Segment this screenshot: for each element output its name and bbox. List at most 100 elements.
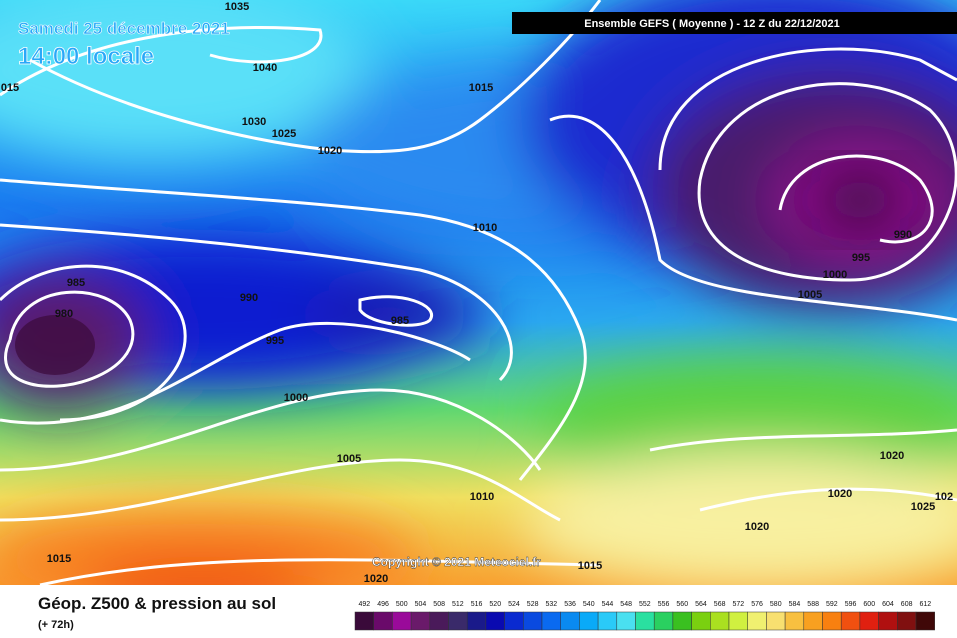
scale-label: 604 (882, 601, 894, 608)
isobar-label: 1005 (337, 453, 361, 465)
scale-swatch (859, 611, 879, 631)
scale-label: 548 (620, 601, 632, 608)
scale-label: 540 (583, 601, 595, 608)
isobar-label: 980 (55, 308, 73, 320)
scale-swatch (747, 611, 767, 631)
color-scale: 492 496 500 504 508 512 516 520 524 528 532 536 540 5… (354, 601, 935, 631)
isobar-label: 1020 (880, 450, 904, 462)
scale-swatch (504, 611, 524, 631)
isobar-label: 102 (935, 491, 953, 503)
isobar-label: 1020 (828, 488, 852, 500)
scale-swatch (897, 611, 917, 631)
scale-label: 612 (920, 601, 932, 608)
scale-swatch (523, 611, 543, 631)
scale-label: 528 (527, 601, 539, 608)
scale-label: 588 (807, 601, 819, 608)
scale-swatch (728, 611, 748, 631)
scale-label: 536 (564, 601, 576, 608)
scale-label: 504 (415, 601, 427, 608)
scale-label: 496 (377, 601, 389, 608)
footer-title: Géop. Z500 & pression au sol (38, 594, 276, 613)
scale-swatch (485, 611, 505, 631)
scale-swatch (392, 611, 412, 631)
scale-swatch (878, 611, 898, 631)
scale-label: 524 (508, 601, 520, 608)
scale-swatch (541, 611, 561, 631)
scale-label: 512 (452, 601, 464, 608)
isobars (0, 0, 957, 585)
scale-swatch (766, 611, 786, 631)
isobar-label: 985 (67, 277, 85, 289)
isobar-label: 1035 (225, 1, 249, 13)
scale-label: 500 (396, 601, 408, 608)
isobar-label: 995 (852, 252, 870, 264)
isobar-label: 990 (240, 292, 258, 304)
scale-swatch (691, 611, 711, 631)
isobar-label: 995 (266, 335, 284, 347)
scale-label: 568 (714, 601, 726, 608)
isobar-label: 1015 (47, 553, 71, 565)
isobar-label: 1005 (798, 289, 822, 301)
scale-swatch (448, 611, 468, 631)
scale-swatch (822, 611, 842, 631)
scale-label: 516 (471, 601, 483, 608)
scale-label: 576 (751, 601, 763, 608)
isobar-label: 1020 (318, 145, 342, 157)
scale-label: 492 (359, 601, 371, 608)
time: 14:00 locale (18, 43, 154, 70)
isobar-label: 1020 (745, 521, 769, 533)
copyright: Copyright © 2021 Meteociel.fr (372, 555, 541, 569)
scale-label: 564 (695, 601, 707, 608)
scale-swatch (915, 611, 935, 631)
scale-label: 596 (845, 601, 857, 608)
scale-swatch (597, 611, 618, 631)
scale-swatch (840, 611, 861, 631)
scale-swatch (466, 611, 487, 631)
scale-swatch (803, 611, 823, 631)
scale-swatch (616, 611, 636, 631)
isobar-label: 1015 (469, 82, 493, 94)
scale-swatch (410, 611, 431, 631)
scale-swatch (710, 611, 730, 631)
isobar-label: 1040 (253, 62, 277, 74)
scale-label: 592 (826, 601, 838, 608)
scale-swatch (653, 611, 674, 631)
scale-label: 600 (863, 601, 875, 608)
run-info: Ensemble GEFS ( Moyenne ) - 12 Z du 22/1… (584, 18, 840, 30)
scale-swatch (429, 611, 449, 631)
isobar-label: 1015 (578, 560, 602, 572)
scale-swatch (354, 611, 374, 631)
isobar-labels: 1035 1040 1030 1025 1020 1015 015 1010 985 980 990… (1, 1, 953, 585)
isobar-label: 1025 (911, 501, 935, 513)
scale-label: 520 (489, 601, 501, 608)
scale-swatch (672, 611, 692, 631)
isobar-label: 985 (391, 315, 409, 327)
scale-label: 508 (433, 601, 445, 608)
isobar-label: 1010 (473, 222, 497, 234)
scale-label: 556 (658, 601, 670, 608)
scale-label: 532 (546, 601, 558, 608)
isobar-label: 990 (894, 229, 912, 241)
isobar-label: 1000 (823, 269, 847, 281)
isobar-label: 1025 (272, 128, 296, 140)
scale-label: 584 (789, 601, 801, 608)
footer-subtitle: (+ 72h) (38, 619, 74, 631)
isobar-label: 1000 (284, 392, 308, 404)
scale-label: 608 (901, 601, 913, 608)
run-banner (512, 12, 957, 34)
scale-label: 580 (770, 601, 782, 608)
scale-swatch (560, 611, 580, 631)
isobar-label: 015 (1, 82, 19, 94)
scale-label: 544 (602, 601, 614, 608)
scale-swatch (635, 611, 655, 631)
scale-label: 552 (639, 601, 651, 608)
scale-label: 560 (676, 601, 688, 608)
isobar-label: 1020 (364, 573, 388, 585)
isobar-label: 1030 (242, 116, 266, 128)
isobar-label: 1010 (470, 491, 494, 503)
scale-swatch (579, 611, 599, 631)
scale-swatch (373, 611, 393, 631)
scale-label: 572 (733, 601, 745, 608)
